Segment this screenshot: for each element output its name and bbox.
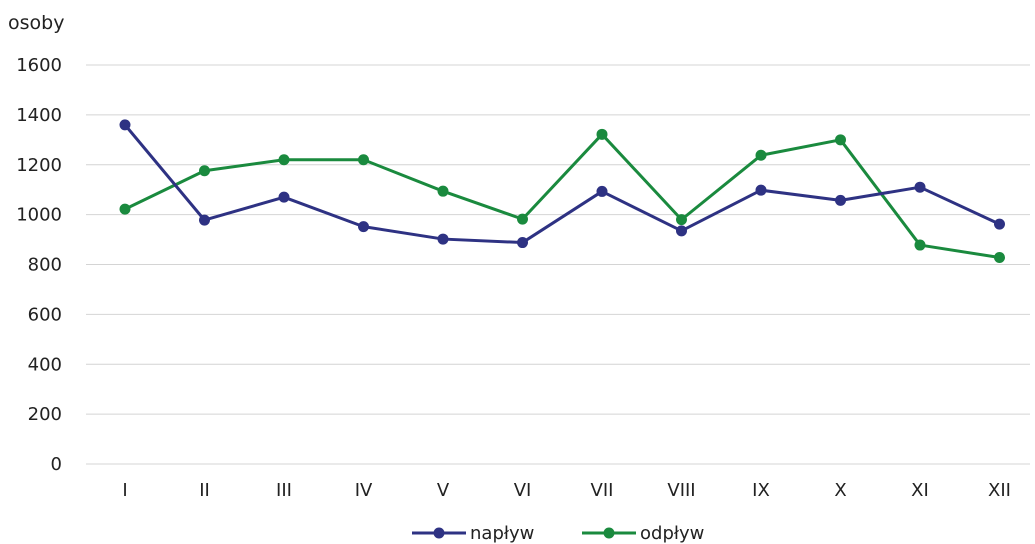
legend-label: napływ <box>470 523 534 544</box>
data-point <box>199 214 210 226</box>
x-tick-label: V <box>437 480 450 501</box>
x-tick-label: XI <box>911 480 929 501</box>
data-point <box>278 191 290 203</box>
series-line <box>123 123 1001 245</box>
y-tick-label: 1200 <box>16 155 62 176</box>
series-napływ <box>119 119 1005 249</box>
x-tick-label: I <box>122 480 127 501</box>
data-point <box>994 252 1005 264</box>
data-point <box>358 221 369 233</box>
x-tick-label: IX <box>752 480 770 501</box>
y-tick-label: 800 <box>28 255 62 276</box>
data-point <box>596 128 608 140</box>
data-point <box>437 185 449 197</box>
x-tick-label: VIII <box>667 480 695 501</box>
data-point <box>676 225 687 237</box>
x-tick-label: IV <box>355 480 373 501</box>
x-tick-label: X <box>834 480 846 501</box>
y-tick-label: 400 <box>28 354 62 375</box>
legend-marker <box>433 527 445 539</box>
data-point <box>517 237 528 249</box>
data-point <box>119 119 131 131</box>
data-point <box>199 165 210 177</box>
data-point <box>835 134 846 146</box>
data-point <box>278 154 290 166</box>
y-tick-label: 0 <box>51 454 62 475</box>
legend-marker <box>603 527 615 539</box>
x-axis-tick-labels: I II III IV V VI VII VIII IX X XI XII <box>122 480 1011 501</box>
y-tick-label: 1600 <box>16 55 62 76</box>
data-point <box>596 185 608 197</box>
x-tick-label: II <box>199 480 210 501</box>
x-tick-label: VII <box>591 480 614 501</box>
y-tick-label: 1000 <box>16 205 62 226</box>
data-point <box>914 181 926 193</box>
data-point <box>437 233 449 245</box>
data-point <box>119 203 131 215</box>
data-point <box>676 214 687 226</box>
series-odpływ <box>119 128 1005 264</box>
gridlines <box>86 64 1030 465</box>
y-tick-label: 200 <box>28 404 62 425</box>
x-tick-label: XII <box>988 480 1011 501</box>
data-point <box>835 194 846 206</box>
legend-item: odpływ <box>582 523 704 544</box>
legend-label: odpływ <box>640 523 704 544</box>
x-tick-label: VI <box>514 480 532 501</box>
legend-item: napływ <box>412 523 534 544</box>
y-axis-unit-label: osoby <box>8 12 64 34</box>
data-point <box>755 184 767 196</box>
data-point <box>914 239 926 251</box>
data-point <box>755 149 767 161</box>
series-line <box>124 132 1000 259</box>
legend: napływ odpływ <box>412 523 704 544</box>
data-point <box>517 213 528 225</box>
y-tick-label: 1400 <box>16 105 62 126</box>
data-series <box>119 119 1005 264</box>
y-axis-tick-labels: 0 200 400 600 800 1000 1200 1400 1600 <box>16 55 62 475</box>
data-point <box>994 218 1005 230</box>
data-point <box>358 154 369 166</box>
y-tick-label: 600 <box>28 304 62 325</box>
x-tick-label: III <box>276 480 292 501</box>
